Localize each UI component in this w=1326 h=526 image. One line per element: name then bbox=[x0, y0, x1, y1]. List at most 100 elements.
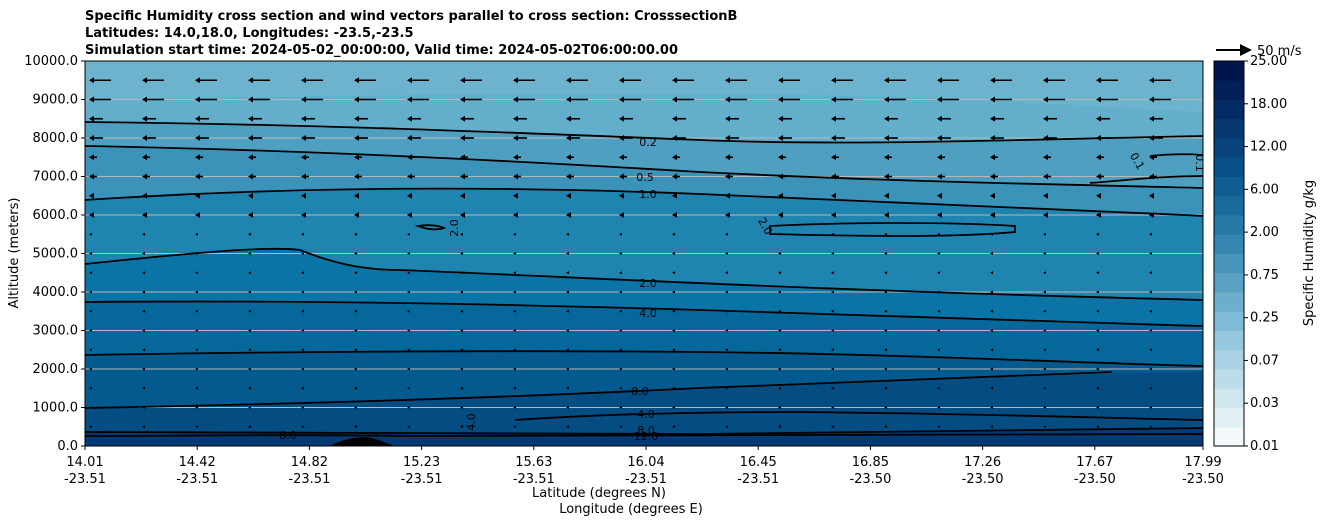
wind-arrow bbox=[195, 425, 198, 429]
wind-arrow bbox=[407, 329, 410, 332]
wind-arrow bbox=[301, 252, 304, 255]
wind-arrow-head bbox=[725, 135, 730, 141]
wind-arrow-head bbox=[884, 96, 889, 103]
x-axis-label-latitude: Latitude (degrees N) bbox=[532, 486, 666, 501]
wind-arrow bbox=[301, 425, 304, 429]
wind-arrow-head bbox=[195, 154, 200, 161]
wind-arrow bbox=[672, 271, 675, 275]
y-tick-label: 6000.0 bbox=[33, 208, 79, 223]
wind-arrow bbox=[1043, 386, 1046, 390]
wind-arrow bbox=[831, 309, 834, 313]
x-tick-label-lat: 15.63 bbox=[515, 455, 552, 470]
wind-arrow bbox=[778, 252, 781, 255]
wind-arrow-head bbox=[831, 77, 836, 84]
wind-arrow-head bbox=[831, 96, 836, 103]
wind-arrow bbox=[725, 386, 728, 390]
clabel-8.0: 8.0 bbox=[631, 385, 649, 398]
wind-arrow bbox=[460, 271, 463, 275]
wind-arrow-head bbox=[990, 212, 995, 218]
colorbar-segment bbox=[1214, 99, 1244, 120]
wind-arrow-head bbox=[778, 173, 783, 180]
wind-arrow bbox=[1043, 367, 1046, 371]
wind-arrow bbox=[619, 367, 622, 371]
wind-arrow-head bbox=[1149, 173, 1154, 180]
wind-arrow bbox=[1149, 348, 1152, 352]
colorbar-segment bbox=[1214, 253, 1244, 274]
wind-arrow bbox=[301, 309, 304, 313]
wind-arrow-head bbox=[672, 173, 677, 180]
wind-arrow-head bbox=[301, 173, 306, 180]
title-line-2: Latitudes: 14.0,18.0, Longitudes: -23.5,… bbox=[85, 26, 414, 41]
wind-arrow bbox=[354, 271, 357, 275]
wind-arrow bbox=[778, 232, 781, 236]
wind-arrow-head bbox=[195, 77, 200, 84]
wind-arrow-head bbox=[89, 192, 94, 199]
wind-arrow bbox=[725, 348, 728, 352]
colorbar-segment bbox=[1214, 195, 1244, 216]
x-tick-label-lat: 14.01 bbox=[66, 455, 103, 470]
wind-arrow bbox=[460, 252, 463, 255]
x-tick-label-lon: -23.50 bbox=[1074, 472, 1116, 487]
colorbar-segment bbox=[1214, 388, 1244, 408]
wind-arrow-head bbox=[89, 77, 94, 84]
wind-arrow bbox=[831, 386, 834, 390]
wind-arrow-head bbox=[619, 212, 624, 218]
wind-arrow bbox=[513, 386, 516, 390]
wind-arrow bbox=[566, 425, 569, 429]
y-tick-label: 10000.0 bbox=[24, 54, 78, 69]
wind-arrow bbox=[884, 309, 887, 313]
wind-arrow bbox=[566, 290, 569, 294]
wind-arrow-head bbox=[566, 173, 571, 180]
wind-arrow bbox=[619, 386, 622, 390]
wind-arrow-head bbox=[990, 154, 995, 161]
wind-arrow-head bbox=[672, 77, 677, 84]
wind-arrow-head bbox=[619, 192, 624, 199]
wind-arrow bbox=[195, 367, 198, 371]
wind-arrow bbox=[990, 348, 993, 352]
wind-arrow bbox=[619, 232, 622, 236]
wind-arrow bbox=[566, 252, 569, 255]
wind-arrow-head bbox=[354, 96, 359, 103]
wind-arrow bbox=[354, 290, 357, 294]
wind-arrow bbox=[460, 348, 463, 352]
wind-arrow-head bbox=[884, 115, 889, 122]
wind-arrow-head bbox=[407, 173, 412, 180]
wind-arrow bbox=[301, 271, 304, 275]
wind-arrow-head bbox=[1149, 135, 1154, 141]
wind-arrow-head bbox=[566, 192, 571, 199]
wind-arrow bbox=[89, 425, 92, 429]
quiver-key: 50 m/s bbox=[1216, 44, 1302, 59]
wind-arrow bbox=[884, 348, 887, 352]
wind-arrow-head bbox=[566, 77, 571, 84]
wind-arrow bbox=[937, 232, 940, 236]
x-tick-label-lon: -23.50 bbox=[962, 472, 1004, 487]
wind-arrow bbox=[354, 386, 357, 390]
wind-arrow bbox=[354, 252, 357, 255]
x-tick-label-lon: -23.51 bbox=[513, 472, 555, 487]
wind-arrow bbox=[884, 232, 887, 236]
wind-arrow bbox=[725, 309, 728, 313]
colorbar-segment bbox=[1214, 118, 1244, 139]
wind-arrow-head bbox=[884, 77, 889, 84]
wind-arrow bbox=[1149, 271, 1152, 275]
x-tick-label-lat: 15.23 bbox=[403, 455, 440, 470]
clabel-0.5: 0.5 bbox=[636, 171, 654, 184]
wind-vectors bbox=[89, 77, 1171, 429]
wind-arrow bbox=[89, 309, 92, 313]
wind-arrow bbox=[407, 406, 410, 409]
wind-arrow bbox=[301, 406, 304, 409]
wind-arrow bbox=[89, 290, 92, 294]
wind-arrow bbox=[407, 271, 410, 275]
wind-arrow bbox=[672, 232, 675, 236]
wind-arrow bbox=[460, 290, 463, 294]
wind-arrow-head bbox=[672, 135, 677, 141]
wind-arrow bbox=[354, 309, 357, 313]
wind-arrow bbox=[1043, 309, 1046, 313]
wind-arrow bbox=[301, 348, 304, 352]
wind-arrow bbox=[1096, 367, 1099, 371]
clabel-8.0-right: 8.0 bbox=[637, 424, 655, 437]
wind-arrow bbox=[248, 425, 251, 429]
wind-arrow bbox=[1043, 252, 1046, 255]
wind-arrow bbox=[1149, 309, 1152, 313]
chart-title: Specific Humidity cross section and wind… bbox=[85, 8, 737, 59]
